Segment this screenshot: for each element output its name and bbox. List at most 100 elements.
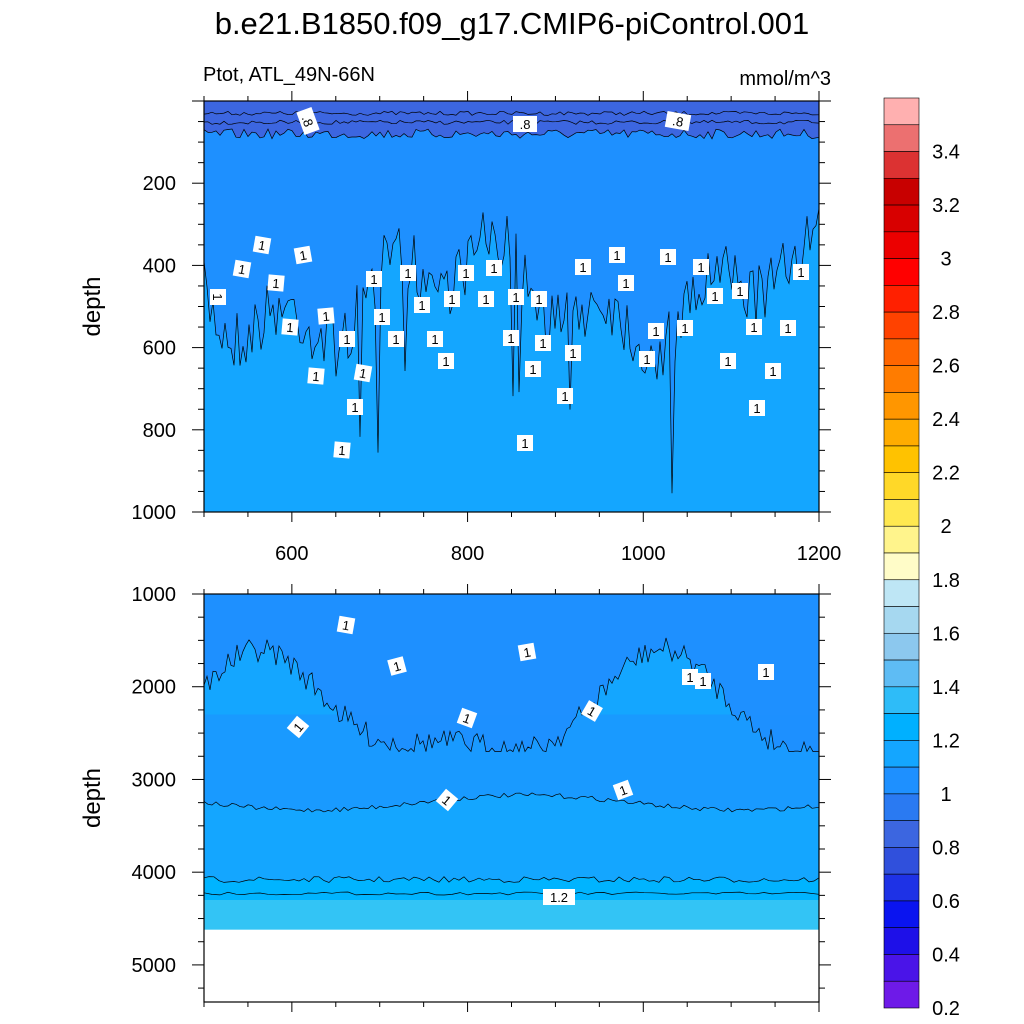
colorbar-label: 0.8 (932, 837, 960, 859)
contour-label-box (267, 274, 285, 292)
contour-label-1: 1 (612, 779, 634, 801)
colorbar-swatch (883, 980, 920, 1009)
colorbar-swatch (883, 311, 920, 340)
contour-label: 1 (237, 261, 247, 277)
contour-label-1: 1 (517, 642, 537, 662)
contour-label: 1 (392, 658, 403, 674)
contour-label-1: 1 (660, 249, 676, 265)
contour-label: 1 (404, 266, 411, 281)
y-tick-label: 600 (143, 338, 176, 360)
fill-shallow (204, 594, 819, 752)
contour-label: 1 (711, 289, 718, 304)
contour-label: 1 (286, 320, 295, 336)
contour-label-box (531, 291, 547, 307)
x-tick-label: 1000 (621, 543, 666, 565)
colorbar-swatch (883, 151, 920, 179)
colorbar-swatch (883, 740, 920, 768)
colorbar-swatch (883, 499, 920, 527)
contour-label-box (232, 259, 252, 279)
contour-line-1-mid (203, 792, 820, 813)
contour-label-box (317, 307, 335, 325)
colorbar-label: 2.4 (932, 409, 960, 431)
colorbar-swatch (883, 231, 920, 259)
colorbar-swatch (883, 686, 920, 714)
contour-line-1 (203, 208, 820, 494)
colorbar-swatch (883, 445, 920, 474)
contour-label-1: 1 (682, 669, 698, 685)
chart-title: b.e21.B1850.f09_g17.CMIP6-piControl.001 (214, 6, 810, 41)
contour-label-box (427, 331, 443, 347)
contour-label-box (374, 309, 390, 325)
contour-label: 1 (462, 266, 469, 281)
colorbar-swatch (883, 285, 920, 313)
contour-label-box (693, 259, 709, 275)
contour-label-box (565, 345, 581, 361)
colorbar-label: 1 (940, 784, 951, 806)
contour-label-box (664, 111, 692, 131)
contour-label-box (749, 400, 765, 416)
y-tick-label: 3000 (132, 769, 177, 791)
contour-label-1: 1 (458, 265, 474, 281)
contour-label-1: 1 (746, 319, 762, 335)
variable-region-label: Ptot, ATL_49N-66N (203, 64, 375, 86)
contour-label: .8 (299, 114, 317, 129)
contour-label-1: 1 (307, 367, 325, 385)
contour-label-1: 1 (444, 291, 460, 307)
y-tick-label: 5000 (132, 955, 177, 977)
colorbar-swatch (883, 927, 920, 955)
contour-label-1: 1 (293, 245, 313, 265)
contour-label-08: .8 (664, 111, 692, 131)
contour-label-1: 1 (336, 615, 356, 635)
contour-label-1: 1 (765, 363, 781, 379)
contour-label: 1 (351, 400, 358, 415)
contour-label-box (648, 323, 664, 339)
contour-label: 1 (521, 436, 528, 451)
colorbar-swatch (883, 847, 920, 875)
contour-label: 1 (490, 261, 497, 276)
colorbar-swatch (883, 338, 920, 366)
contour-label: 1 (561, 389, 568, 404)
contour-label: 1 (257, 237, 267, 253)
contour-label-08: .8 (513, 116, 537, 132)
colorbar-swatch (883, 525, 920, 554)
contour-label: 1 (431, 332, 438, 347)
fill-mid-1 (204, 714, 819, 812)
colorbar-swatch (883, 873, 920, 902)
contour-label: .8 (671, 113, 684, 130)
colorbar-label: 3.4 (932, 142, 960, 164)
contour-label-box (414, 297, 430, 313)
contour-label-box (286, 715, 310, 739)
y-axis-title: depth (79, 276, 106, 336)
colorbar-swatch (883, 606, 920, 634)
contour-label-box (339, 331, 355, 347)
contour-label-1: 1 (575, 259, 591, 275)
contour-label-1: 1 (780, 320, 796, 336)
contour-label-box (293, 245, 313, 265)
contour-label-1: 1 (565, 345, 581, 361)
contour-label-1: 1 (286, 715, 310, 739)
contour-label-1: 1 (438, 353, 454, 369)
colorbar-label: 1.6 (932, 623, 960, 645)
contour-label: 1 (392, 332, 399, 347)
contour-label-1: 1 (366, 271, 382, 287)
contour-label-box (513, 116, 537, 132)
contour-label: 1 (341, 617, 351, 633)
contour-label-1: 1 (557, 388, 573, 404)
y-axis-title: depth (79, 768, 106, 828)
contour-label-1: 1 (374, 309, 390, 325)
x-tick-label: 800 (451, 543, 484, 565)
contour-label-1: 1 (609, 247, 625, 263)
contour-label-1: 1 (695, 673, 711, 689)
contour-label-1: 1 (456, 707, 478, 729)
contour-label-1: 1 (525, 361, 541, 377)
contour-label-box (695, 673, 711, 689)
y-tick-label: 1000 (132, 502, 177, 524)
contour-label-1: 1 (353, 363, 373, 383)
contour-label: 1 (699, 674, 706, 689)
contour-label-box (486, 260, 502, 276)
colorbar-swatch (883, 713, 920, 741)
contour-label-1: 1 (317, 307, 335, 325)
contour-label-box (456, 707, 478, 729)
contour-label-box (543, 889, 575, 905)
contour-label: 1 (512, 290, 519, 305)
